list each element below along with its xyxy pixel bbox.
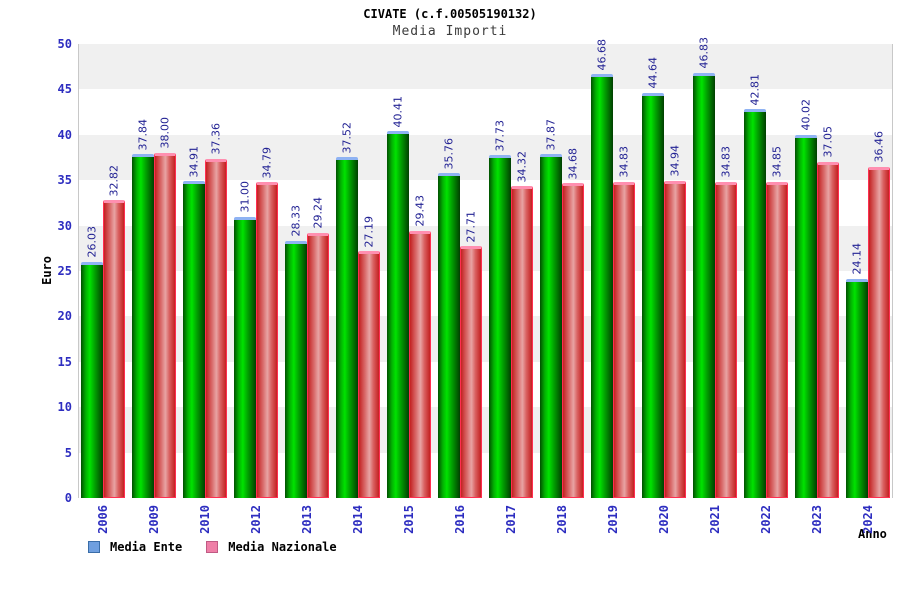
grid-band [79, 407, 892, 453]
media-nazionale-swatch-icon [206, 541, 219, 553]
y-tick-label: 40 [57, 127, 72, 142]
legend-label-media-nazionale: Media Nazionale [228, 540, 337, 554]
x-tick-label-2013: 2013 [300, 505, 315, 534]
grid-band [79, 225, 892, 271]
y-tick-label: 35 [57, 173, 72, 188]
grid-band [79, 361, 892, 408]
x-tick-label-2009: 2009 [147, 505, 162, 534]
y-tick-label: 50 [57, 37, 72, 51]
y-tick-label: 20 [57, 309, 72, 324]
legend-label-media-ente: Media Ente [110, 540, 183, 554]
y-tick-label: 15 [57, 354, 72, 369]
x-tick-label-2020: 2020 [656, 505, 671, 534]
y-tick-label: 0 [64, 491, 72, 505]
grid-band [79, 316, 892, 362]
y-tick-label: 10 [57, 400, 72, 415]
chart-subtitle: Media Importi [392, 24, 508, 39]
x-axis-title: Anno [858, 527, 887, 541]
x-tick-label-2024: 2024 [860, 505, 875, 534]
chart-title: CIVATE (c.f.00505190132) [363, 7, 537, 21]
media-ente-swatch-icon [88, 541, 100, 553]
legend: Media Ente Media Nazionale [88, 540, 337, 554]
x-tick-label-2022: 2022 [758, 505, 773, 534]
x-tick-label-2018: 2018 [554, 505, 569, 534]
x-tick-label-2015: 2015 [402, 505, 417, 534]
x-tick-label-2023: 2023 [809, 505, 824, 534]
y-tick-label: 25 [57, 264, 72, 278]
x-tick-label-2019: 2019 [605, 505, 620, 534]
grid-band [79, 271, 892, 317]
x-tick-label-2012: 2012 [249, 505, 264, 534]
x-tick-label-2010: 2010 [198, 505, 213, 534]
y-tick-label: 30 [57, 218, 72, 233]
grid-band [79, 452, 892, 498]
legend-item-media-ente: Media Ente [88, 540, 182, 554]
x-tick-label-2016: 2016 [453, 505, 468, 534]
grid-band [79, 44, 892, 90]
x-tick-label-2021: 2021 [707, 505, 722, 534]
x-tick-label-2006: 2006 [96, 505, 111, 534]
grid-band [79, 89, 892, 135]
plot-area [78, 44, 893, 498]
y-tick-label: 5 [64, 445, 72, 460]
legend-item-media-nazionale: Media Nazionale [206, 540, 337, 554]
x-tick-label-2017: 2017 [503, 505, 518, 534]
x-tick-label-2014: 2014 [351, 505, 366, 534]
grid-band [79, 180, 892, 226]
y-tick-label: 45 [57, 82, 72, 97]
grid-band [79, 134, 892, 181]
